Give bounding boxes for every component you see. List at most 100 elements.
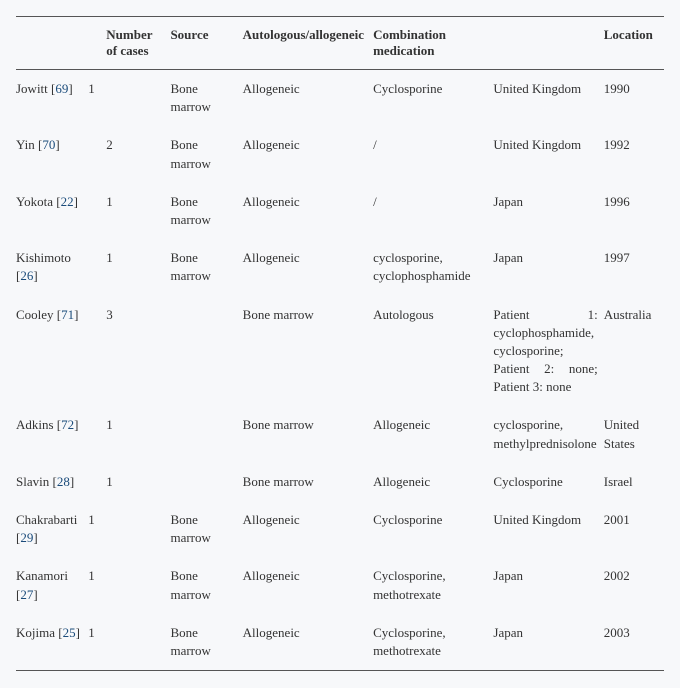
cell-number xyxy=(106,70,170,127)
cell-n1: 1 xyxy=(88,501,106,557)
cell-auto: Allogeneic xyxy=(243,126,373,182)
cell-author: Chakrabarti [29] xyxy=(16,501,88,557)
cell-location: United Kingdom xyxy=(493,126,603,182)
cell-source: Bone marrow xyxy=(170,557,242,613)
cell-year: Israel xyxy=(604,463,664,501)
cell-author: Cooley [71] xyxy=(16,296,88,407)
cell-author: Yokota [22] xyxy=(16,183,88,239)
cell-number: 1 xyxy=(106,463,170,501)
table-row: Slavin [28] 1 Bone marrowAllogeneicCyclosp… xyxy=(16,463,664,501)
cell-location: United Kingdom xyxy=(493,501,603,557)
header-row: Number of cases Source Autologous/alloge… xyxy=(16,17,664,70)
cell-author: Yin [70] xyxy=(16,126,88,182)
cell-source xyxy=(170,406,242,462)
reference-link[interactable]: 26 xyxy=(20,268,33,283)
reference-link[interactable]: 71 xyxy=(61,307,74,322)
cell-combo: Autologous xyxy=(373,296,493,407)
cell-combo: Cyclosporine, methotrexate xyxy=(373,614,493,671)
reference-link[interactable]: 29 xyxy=(20,530,33,545)
cell-number xyxy=(106,614,170,671)
table-row: Kishimoto [26]1Bone marrowAllogeneiccycl… xyxy=(16,239,664,295)
cell-n1 xyxy=(88,406,106,462)
cell-combo2: Cyclosporine xyxy=(493,463,603,501)
cell-combo: Cyclosporine, methotrexate xyxy=(373,557,493,613)
cell-auto: Bone marrow xyxy=(243,463,373,501)
cell-combo: Allogeneic xyxy=(373,463,493,501)
cell-n1: 1 xyxy=(88,557,106,613)
reference-link[interactable]: 28 xyxy=(57,474,70,489)
cell-auto: Bone marrow xyxy=(243,406,373,462)
reference-link[interactable]: 70 xyxy=(42,137,55,152)
col-location xyxy=(493,17,603,70)
cell-number: 1 xyxy=(106,239,170,295)
cell-combo: / xyxy=(373,183,493,239)
cell-number: 1 xyxy=(106,183,170,239)
cell-source xyxy=(170,296,242,407)
reference-link[interactable]: 72 xyxy=(61,417,74,432)
reference-link[interactable]: 25 xyxy=(63,625,76,640)
reference-link[interactable]: 69 xyxy=(55,81,68,96)
cell-year: 1996 xyxy=(604,183,664,239)
cell-auto: Allogeneic xyxy=(243,70,373,127)
col-n1 xyxy=(88,17,106,70)
col-source: Source xyxy=(170,17,242,70)
cell-n1 xyxy=(88,296,106,407)
reference-link[interactable]: 22 xyxy=(61,194,74,209)
cell-year: 1992 xyxy=(604,126,664,182)
col-year: Location xyxy=(604,17,664,70)
cell-n1: 1 xyxy=(88,70,106,127)
table-row: Kojima [25]1Bone marrowAllogeneicCyclosp… xyxy=(16,614,664,671)
cell-n1 xyxy=(88,126,106,182)
cell-combo2: Patient 1: cyclophosphamide, cyclosporin… xyxy=(493,296,603,407)
cell-year: 2002 xyxy=(604,557,664,613)
cell-location: Japan xyxy=(493,557,603,613)
cell-source: Bone marrow xyxy=(170,126,242,182)
cell-combo: Allogeneic xyxy=(373,406,493,462)
cell-number: 1 xyxy=(106,406,170,462)
cell-source: Bone marrow xyxy=(170,501,242,557)
cell-n1 xyxy=(88,183,106,239)
cases-table: Number of cases Source Autologous/alloge… xyxy=(16,16,664,671)
cell-author: Slavin [28] xyxy=(16,463,88,501)
table-row: Adkins [72] 1 Bone marrowAllogeneiccyclosp… xyxy=(16,406,664,462)
cell-year: United States xyxy=(604,406,664,462)
cell-number: 2 xyxy=(106,126,170,182)
col-combo: Combination medication xyxy=(373,17,493,70)
cell-source xyxy=(170,463,242,501)
table-row: Yokota [22] 1Bone marrowAllogeneic/Japan1… xyxy=(16,183,664,239)
cell-author: Kojima [25] xyxy=(16,614,88,671)
cell-combo: Cyclosporine xyxy=(373,70,493,127)
cell-author: Adkins [72] xyxy=(16,406,88,462)
cell-number xyxy=(106,557,170,613)
col-number: Number of cases xyxy=(106,17,170,70)
table-row: Cooley [71]3Bone marrowAutologousPatient… xyxy=(16,296,664,407)
cell-auto: Bone marrow xyxy=(243,296,373,407)
cell-source: Bone marrow xyxy=(170,614,242,671)
cell-location: Japan xyxy=(493,614,603,671)
cell-auto: Allogeneic xyxy=(243,614,373,671)
cell-combo: cyclosporine, cyclophosphamide xyxy=(373,239,493,295)
col-author xyxy=(16,17,88,70)
table-row: Jowitt [69]1 Bone marrowAllogeneicCyclosp… xyxy=(16,70,664,127)
cell-location: United Kingdom xyxy=(493,70,603,127)
cell-auto: Allogeneic xyxy=(243,183,373,239)
cell-combo: / xyxy=(373,126,493,182)
cell-location: Japan xyxy=(493,183,603,239)
reference-link[interactable]: 27 xyxy=(20,587,33,602)
cell-auto: Allogeneic xyxy=(243,239,373,295)
cell-source: Bone marrow xyxy=(170,183,242,239)
cell-n1 xyxy=(88,463,106,501)
cell-year: 1990 xyxy=(604,70,664,127)
cell-number xyxy=(106,501,170,557)
table-row: Chakrabarti [29]1Bone marrowAllogeneicCy… xyxy=(16,501,664,557)
cell-source: Bone marrow xyxy=(170,70,242,127)
table-row: Yin [70] 2Bone marrowAllogeneic/United Ki… xyxy=(16,126,664,182)
cell-location: Japan xyxy=(493,239,603,295)
cell-n1 xyxy=(88,239,106,295)
cell-year: Australia xyxy=(604,296,664,407)
cell-author: Jowitt [69] xyxy=(16,70,88,127)
cell-combo2: cyclosporine, methylprednisolone xyxy=(493,406,603,462)
cell-year: 2001 xyxy=(604,501,664,557)
cell-author: Kanamori [27] xyxy=(16,557,88,613)
cell-author: Kishimoto [26] xyxy=(16,239,88,295)
